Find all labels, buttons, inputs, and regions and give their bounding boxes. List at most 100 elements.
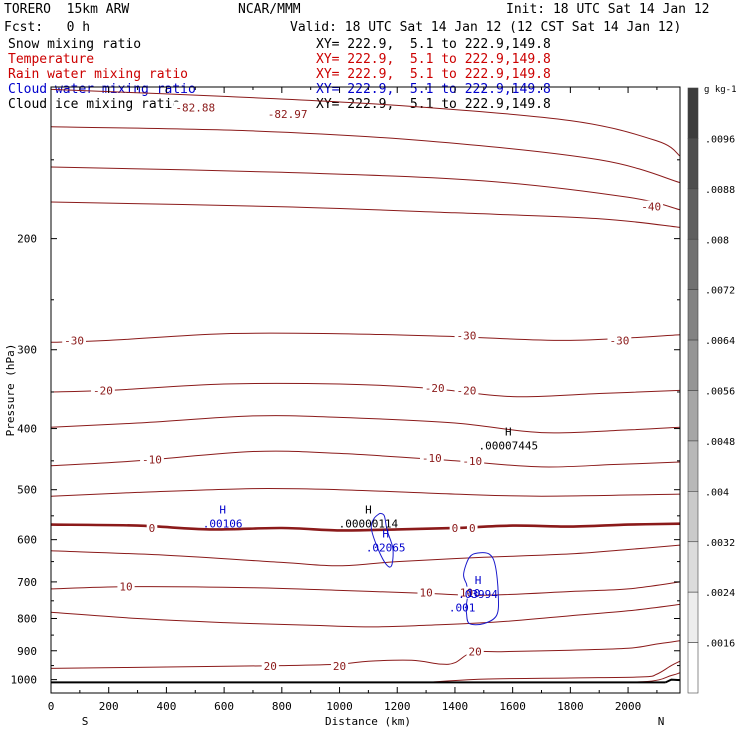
temperature-contour-label: 0: [452, 522, 459, 535]
contour-label-bg: [466, 521, 478, 534]
colorbar-segment: [687, 339, 699, 391]
colorbar-segment: [687, 440, 699, 492]
legend-field-name: Snow mixing ratio: [8, 37, 142, 52]
contour-label-bg: [419, 451, 444, 464]
plot-frame: [50, 86, 681, 694]
contour-label-bg: [330, 660, 349, 673]
y-tick-label: 400: [17, 423, 37, 436]
contour-label-bg: [417, 586, 435, 599]
temperature-contour: [51, 201, 680, 228]
extremum-marker: H: [505, 425, 512, 438]
temperature-contour: [51, 332, 680, 343]
extremum-marker: H: [382, 527, 389, 540]
temperature-contour-label: 20: [469, 645, 482, 658]
temperature-contours: [51, 88, 680, 684]
temperature-contour-label: -20: [93, 384, 113, 397]
legend-field-xy: XY= 222.9, 5.1 to 222.9,149.8: [316, 82, 551, 97]
x-tick-label: 1600: [499, 700, 526, 713]
temperature-contour-label: -20: [457, 384, 477, 397]
temperature-contour-label: 10: [119, 581, 132, 594]
extremum-marker: H: [219, 503, 226, 516]
temperature-contour-label: -20: [425, 382, 445, 395]
colorbar-segment: [687, 138, 699, 190]
temperature-contour: [51, 382, 680, 398]
colorbar-label: .0048: [705, 437, 735, 448]
y-axis-label: Pressure (hPa): [4, 344, 17, 437]
temperature-contour-label: 20: [333, 660, 346, 673]
temperature-contour: [51, 581, 680, 596]
temperature-contour-label: -30: [64, 334, 84, 347]
temperature-contour-label: 0: [149, 522, 156, 535]
cloud-water-contour: [370, 512, 394, 568]
colorbar-unit: g kg-1: [704, 85, 737, 95]
extremum-marker: H: [365, 503, 372, 516]
y-tick-label: 300: [17, 344, 37, 357]
x-tick-label: 600: [214, 700, 234, 713]
legend-field-name: Rain water mixing ratio: [8, 67, 189, 82]
colorbar-label: .004: [705, 487, 729, 498]
temperature-contour-label: -82.97: [268, 108, 308, 121]
extremum-value: .00106: [203, 517, 243, 530]
contour-label-bg: [173, 101, 218, 114]
org-label: NCAR/MMM: [238, 2, 301, 17]
colorbar-label: .0056: [705, 387, 735, 398]
contour-label-bg: [607, 334, 632, 347]
colorbar-segment: [687, 289, 699, 341]
colorbar-label: .0088: [705, 185, 735, 196]
temperature-contour: [51, 603, 680, 628]
x-tick-label: 1400: [442, 700, 469, 713]
extremum-value: .00007445: [479, 439, 539, 452]
cloud-water-contour-label: .001: [449, 602, 476, 615]
temperature-contour-label: 10: [419, 587, 432, 600]
contour-label-bg: [117, 580, 135, 593]
x-tick-label: 1000: [326, 700, 353, 713]
extremum-marker: H: [475, 574, 482, 587]
contour-label-bg: [639, 200, 664, 213]
legend-field-xy: XY= 222.9, 5.1 to 222.9,149.8: [316, 67, 551, 82]
contour-label-bg: [457, 586, 476, 599]
temperature-contour: [51, 487, 680, 497]
x-end-label-north: N: [658, 715, 665, 728]
colorbar-segment: [687, 238, 699, 290]
extremum-value: .02065: [366, 541, 406, 554]
colorbar-label: .0024: [705, 588, 735, 599]
y-tick-label: 500: [17, 484, 37, 497]
contour-label-bg: [454, 329, 479, 342]
forecast-hour: Fcst: 0 h: [4, 20, 91, 35]
colorbar-label: .0064: [705, 336, 735, 347]
y-tick-label: 800: [17, 612, 37, 625]
freezing-level-contour: [51, 522, 680, 532]
legend-field-name: Cloud water mixing ratio: [8, 82, 196, 97]
colorbar-label: .0016: [705, 639, 735, 650]
cloud-water-contour: [463, 552, 500, 626]
contour-label-bg: [466, 645, 484, 658]
legend-field-name: Cloud ice mixing ratio: [8, 97, 181, 112]
extremum-value: .00000114: [339, 517, 399, 530]
y-tick-label: 200: [17, 233, 37, 246]
temperature-contour: [51, 640, 680, 669]
contour-label-bg: [140, 453, 164, 466]
temperature-contour-label: -10: [142, 454, 162, 467]
colorbar-label: .0032: [705, 538, 735, 549]
contour-label-bg: [460, 454, 485, 467]
contour-label-bg: [91, 384, 115, 397]
colorbar-label: .0096: [705, 134, 735, 145]
temperature-contour-label: 0: [469, 522, 476, 535]
colorbar-segment: [687, 390, 699, 442]
contour-label-bg: [261, 660, 279, 673]
temperature-contour-label: -30: [457, 330, 477, 343]
x-tick-label: 800: [272, 700, 292, 713]
temperature-contour-label: -40: [641, 201, 661, 214]
y-tick-label: 600: [17, 534, 37, 547]
temperature-contour-label: -10: [422, 452, 442, 465]
temperature-contour: [51, 126, 680, 184]
legend-field-xy: XY= 222.9, 5.1 to 222.9,149.8: [316, 52, 551, 67]
colorbar-label: .0072: [705, 286, 735, 297]
temperature-contour-label: -82.88: [175, 102, 215, 115]
colorbar-segment: [687, 491, 699, 543]
x-end-label-south: S: [82, 715, 89, 728]
legend-field-name: Temperature: [8, 52, 95, 67]
init-time: Init: 18 UTC Sat 14 Jan 12: [506, 2, 710, 17]
y-tick-label: 900: [17, 645, 37, 658]
